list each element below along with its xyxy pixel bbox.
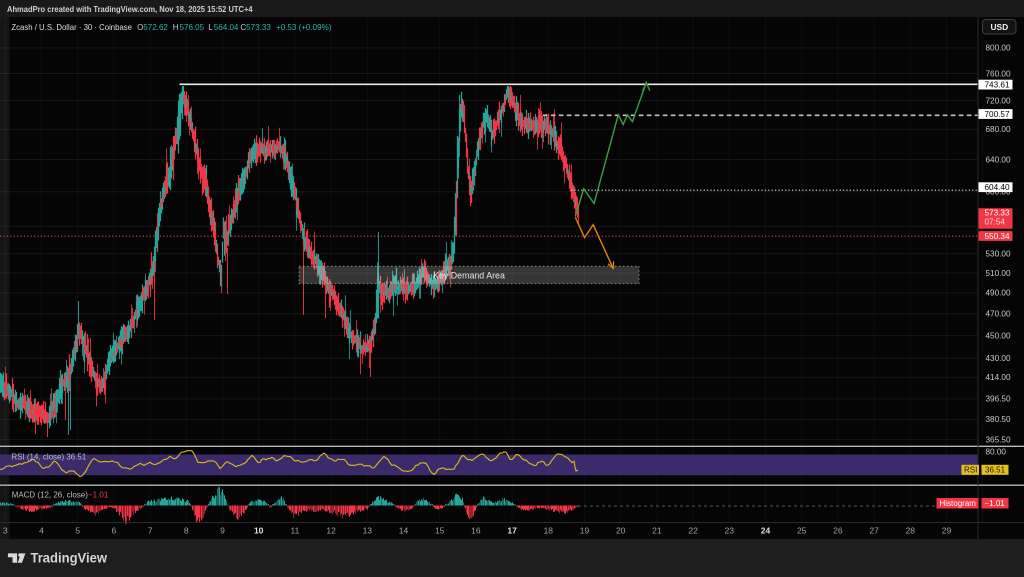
svg-text:4: 4 [39,526,44,536]
svg-text:11: 11 [290,526,299,536]
svg-text:36.51: 36.51 [985,466,1006,475]
svg-text:24: 24 [761,526,771,536]
svg-text:470.00: 470.00 [986,310,1011,319]
svg-text:20: 20 [616,526,626,536]
svg-text:Histogram: Histogram [940,499,977,508]
svg-text:743.61: 743.61 [985,81,1010,90]
svg-text:3: 3 [3,526,8,536]
svg-text:L: L [208,23,213,32]
svg-text:365.50: 365.50 [986,435,1011,444]
svg-text:Zcash / U.S. Dollar · 30 · Coi: Zcash / U.S. Dollar · 30 · Coinbase [11,23,132,32]
svg-text:18: 18 [544,526,554,536]
svg-text:430.00: 430.00 [986,354,1011,363]
svg-text:510.00: 510.00 [986,269,1011,278]
svg-text:450.00: 450.00 [986,331,1011,340]
svg-text:H: H [173,23,179,32]
svg-text:380.50: 380.50 [986,415,1011,424]
svg-text:15: 15 [435,526,445,536]
svg-text:29: 29 [942,526,952,536]
svg-text:MACD (12, 26, close): MACD (12, 26, close) [12,491,89,500]
svg-text:6: 6 [112,526,117,536]
svg-text:12: 12 [326,526,336,536]
svg-text:27: 27 [869,526,879,536]
svg-text:13: 13 [363,526,373,536]
svg-text:28: 28 [906,526,916,536]
svg-text:9: 9 [220,526,225,536]
svg-text:+0.53 (+0.09%): +0.53 (+0.09%) [276,23,332,32]
svg-text:414.00: 414.00 [986,373,1011,382]
svg-text:C: C [240,23,246,32]
svg-text:80.00: 80.00 [986,447,1007,456]
svg-text:550.34: 550.34 [985,232,1010,241]
svg-text:Key Demand Area: Key Demand Area [433,271,505,281]
svg-text:680.00: 680.00 [986,125,1011,134]
svg-text:5: 5 [75,526,80,536]
svg-text:21: 21 [652,526,662,536]
svg-text:RSI (14, close) 36.51: RSI (14, close) 36.51 [11,452,86,461]
svg-text:17: 17 [507,526,517,536]
svg-text:700.57: 700.57 [985,110,1010,119]
svg-text:RSI: RSI [964,466,977,475]
svg-text:26: 26 [833,526,843,536]
svg-text:396.50: 396.50 [986,395,1011,404]
svg-text:10: 10 [254,526,264,536]
svg-text:760.00: 760.00 [986,69,1011,78]
svg-text:7: 7 [148,526,153,536]
svg-text:−1.01: −1.01 [985,499,1006,508]
svg-text:604.40: 604.40 [985,183,1010,192]
svg-text:TradingView: TradingView [31,550,108,565]
svg-text:14: 14 [399,526,409,536]
svg-text:8: 8 [184,526,189,536]
svg-text:AhmadPro created with TradingV: AhmadPro created with TradingView.com, N… [7,4,253,14]
svg-text:−1.01: −1.01 [88,491,109,500]
svg-text:25: 25 [797,526,807,536]
svg-text:USD: USD [990,22,1008,32]
svg-text:720.00: 720.00 [986,96,1011,105]
svg-text:22: 22 [688,526,698,536]
svg-text:16: 16 [471,526,481,536]
svg-text:O: O [137,23,143,32]
svg-text:530.00: 530.00 [986,250,1011,259]
svg-text:19: 19 [580,526,590,536]
svg-text:576.05: 576.05 [180,23,205,32]
svg-text:490.00: 490.00 [986,289,1011,298]
svg-text:07:54: 07:54 [985,218,1006,227]
svg-text:564.04: 564.04 [214,23,239,32]
svg-text:572.62: 572.62 [143,23,168,32]
svg-text:23: 23 [725,526,735,536]
svg-text:800.00: 800.00 [986,44,1011,53]
svg-text:573.33: 573.33 [985,209,1010,218]
svg-text:573.33: 573.33 [246,23,271,32]
svg-text:640.00: 640.00 [986,155,1011,164]
